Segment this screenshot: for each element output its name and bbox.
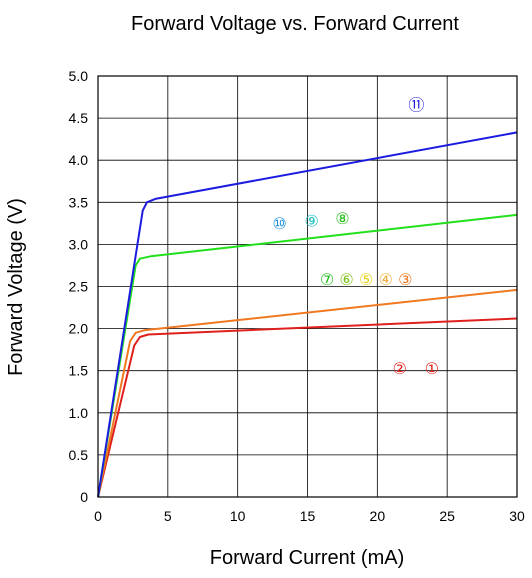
curve-annotation-label: ② bbox=[393, 359, 407, 378]
plot-frame bbox=[97, 75, 518, 498]
series-line-4 bbox=[97, 131, 518, 498]
x-tick-labels: 0 5 10 15 20 25 30 bbox=[94, 508, 525, 524]
y-tick-label: 5.0 bbox=[69, 68, 89, 84]
x-tick-label: 0 bbox=[94, 508, 102, 524]
y-tick-label: 0 bbox=[80, 489, 88, 505]
y-tick-label: 4.0 bbox=[69, 152, 89, 168]
curve-annotation-label: ⑧ bbox=[335, 209, 349, 228]
y-tick-label: 1.5 bbox=[69, 363, 89, 379]
series-line-2 bbox=[97, 288, 518, 498]
x-tick-label: 30 bbox=[509, 508, 525, 524]
y-tick-label: 0.5 bbox=[69, 447, 89, 463]
series-line-3 bbox=[97, 213, 518, 498]
curve-annotation-label: ⑪ bbox=[408, 95, 424, 114]
x-tick-label: 5 bbox=[164, 508, 172, 524]
x-tick-label: 20 bbox=[370, 508, 386, 524]
curve-annotation-label: ③ bbox=[398, 270, 412, 289]
y-tick-label: 3.5 bbox=[69, 194, 89, 210]
x-axis-label: Forward Current (mA) bbox=[210, 547, 404, 569]
curve-annotations: ⑪ ⑩ ⑨ ⑧ ⑦ ⑥ ⑤ ④ ③ ② ① bbox=[272, 95, 439, 378]
series-line-1 bbox=[97, 317, 518, 498]
y-axis-label: Forward Voltage (V) bbox=[5, 198, 27, 376]
x-tick-label: 10 bbox=[230, 508, 246, 524]
curve-annotation-label: ⑥ bbox=[339, 270, 353, 289]
y-tick-labels: 0 0.5 1.0 1.5 2.0 2.5 3.0 3.5 4.0 4.5 5.0 bbox=[69, 68, 89, 505]
curve-annotation-label: ⑤ bbox=[359, 270, 373, 289]
curve-annotation-label: ① bbox=[425, 359, 439, 378]
x-tick-label: 15 bbox=[300, 508, 316, 524]
x-tick-label: 25 bbox=[439, 508, 455, 524]
curve-annotation-label: ⑩ bbox=[272, 214, 286, 233]
y-tick-label: 2.0 bbox=[69, 321, 89, 337]
curve-annotation-label: ⑦ bbox=[320, 270, 334, 289]
chart-title: Forward Voltage vs. Forward Current bbox=[131, 13, 459, 35]
y-tick-label: 2.5 bbox=[69, 279, 89, 295]
curve-annotation-label: ④ bbox=[379, 270, 393, 289]
series-lines bbox=[97, 131, 518, 498]
y-tick-label: 1.0 bbox=[69, 405, 89, 421]
grid bbox=[98, 76, 517, 497]
y-tick-label: 4.5 bbox=[69, 110, 89, 126]
curve-annotation-label: ⑨ bbox=[305, 212, 319, 231]
y-tick-label: 3.0 bbox=[69, 236, 89, 252]
